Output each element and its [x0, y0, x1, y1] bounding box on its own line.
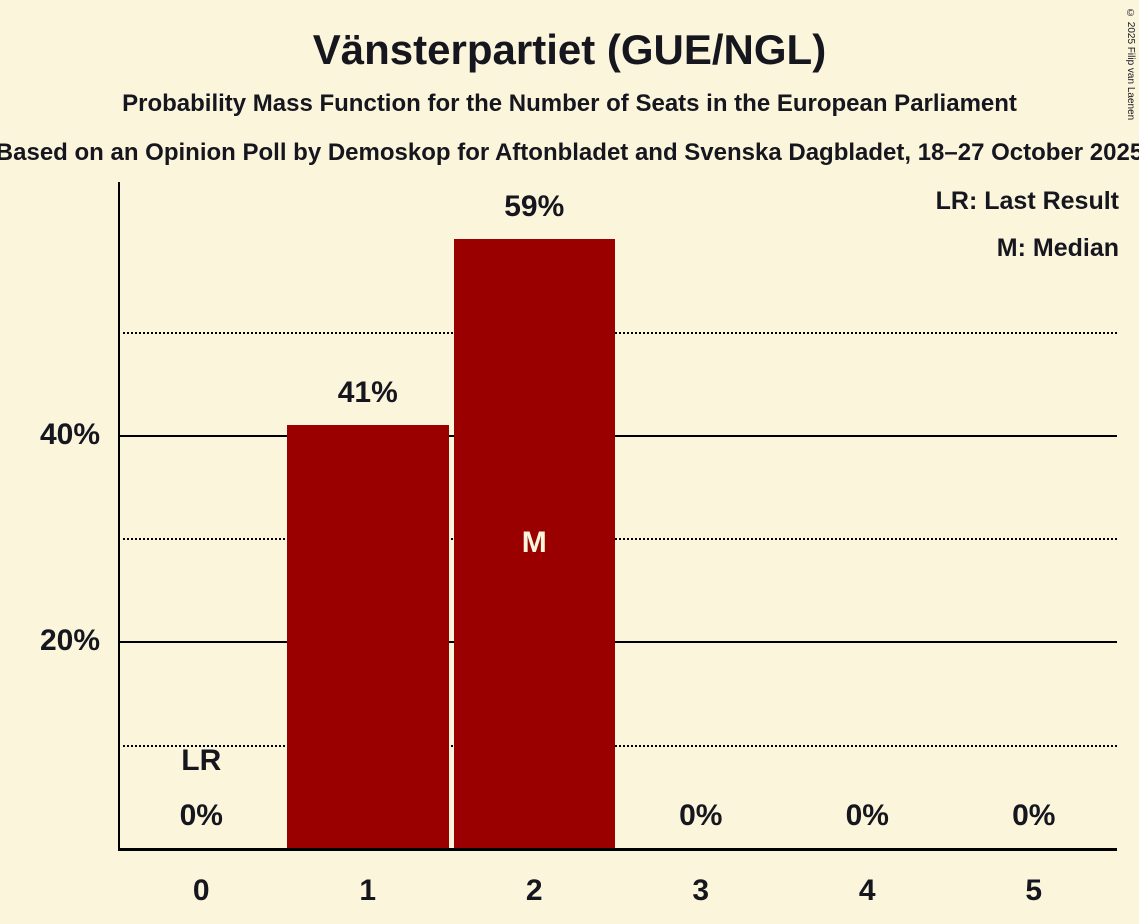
gridline-20pct [118, 641, 1117, 644]
y-tick-label-20pct: 20% [39, 624, 100, 658]
legend-last-result: LR: Last Result [935, 187, 1119, 215]
bar-2-seats [453, 238, 615, 848]
value-label-0-seats: 0% [179, 799, 223, 832]
x-tick-label-5: 5 [1025, 874, 1043, 907]
value-label-4-seats: 0% [845, 799, 889, 832]
x-tick-label-3: 3 [692, 874, 710, 907]
gridline-10pct [118, 744, 1117, 747]
last-result-marker: LR [181, 744, 222, 777]
copyright-notice: © 2025 Filip van Laenen [1125, 8, 1136, 121]
x-tick-label-4: 4 [858, 874, 876, 907]
x-axis-line [118, 848, 1117, 851]
x-tick-label-2: 2 [525, 874, 543, 907]
legend-median: M: Median [996, 234, 1119, 262]
bar-1-seats [287, 424, 449, 848]
plot-area: 20% 40% 0% 0 LR 41% 1 59% 2 M 0% 3 0% 4 0% 5 [40, 182, 1117, 906]
value-label-5-seats: 0% [1012, 799, 1056, 832]
x-tick-label-0: 0 [192, 874, 210, 907]
value-label-2-seats: 59% [504, 189, 565, 223]
chart-title: Vänsterpartiet (GUE/NGL) [312, 26, 827, 73]
gridline-30pct [118, 538, 1117, 541]
gridline-50pct [118, 331, 1117, 334]
chart-legend: LR: Last Result M: Median [936, 178, 1119, 272]
y-axis-line [118, 182, 120, 848]
value-label-1-seats: 41% [337, 375, 398, 409]
value-label-3-seats: 0% [679, 799, 723, 832]
median-marker: M [521, 526, 547, 560]
gridline-40pct [118, 434, 1117, 437]
x-tick-label-1: 1 [359, 874, 377, 907]
chart-source-line: Based on an Opinion Poll by Demoskop for… [0, 139, 1139, 166]
chart-subtitle: Probability Mass Function for the Number… [122, 90, 1017, 117]
y-tick-label-40pct: 40% [39, 417, 100, 451]
